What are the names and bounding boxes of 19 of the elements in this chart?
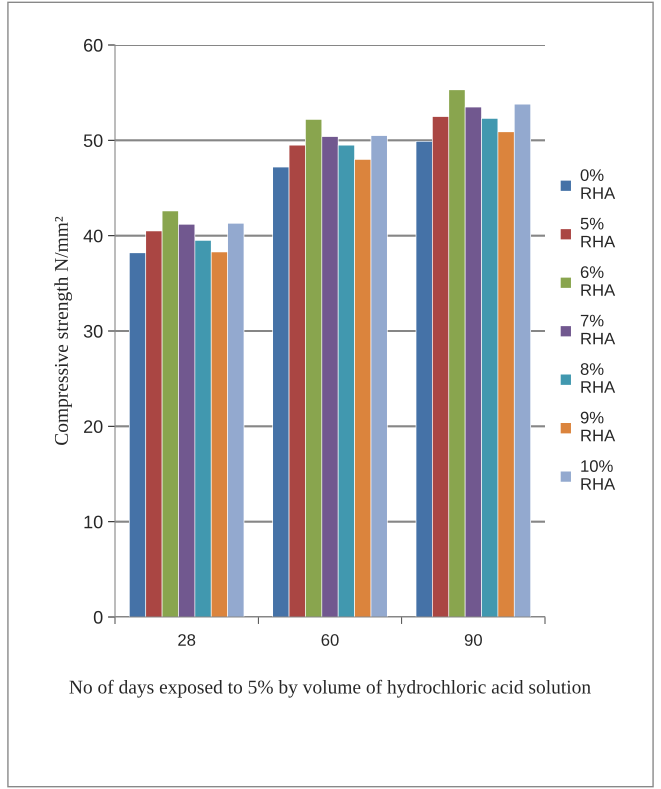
- y-axis-title: Compressive strength N/mm²: [54, 216, 72, 445]
- y-tick-label: 50: [84, 134, 102, 148]
- legend-label: 5% RHA: [580, 218, 616, 248]
- legend-label: 7% RHA: [580, 314, 616, 344]
- x-axis-title: No of days exposed to 5% by volume of hydrochloric acid solution: [69, 680, 591, 698]
- y-tick-label: 30: [84, 324, 102, 338]
- legend-label: 9% RHA: [580, 412, 616, 442]
- y-tick-label: 0: [94, 610, 102, 624]
- x-tick-label: 28: [178, 634, 196, 646]
- x-tick-label: 90: [464, 634, 482, 646]
- y-tick-label: 10: [84, 516, 102, 528]
- legend-label: 8% RHA: [580, 363, 616, 393]
- legend-label: 0% RHA: [580, 169, 616, 199]
- legend-label: 10% RHA: [581, 460, 616, 490]
- y-tick-label: 40: [84, 230, 102, 242]
- y-tick-label: 60: [84, 38, 102, 52]
- legend-label: 6% RHA: [580, 266, 616, 296]
- x-tick-label: 60: [322, 634, 339, 646]
- y-tick-label: 20: [84, 420, 102, 434]
